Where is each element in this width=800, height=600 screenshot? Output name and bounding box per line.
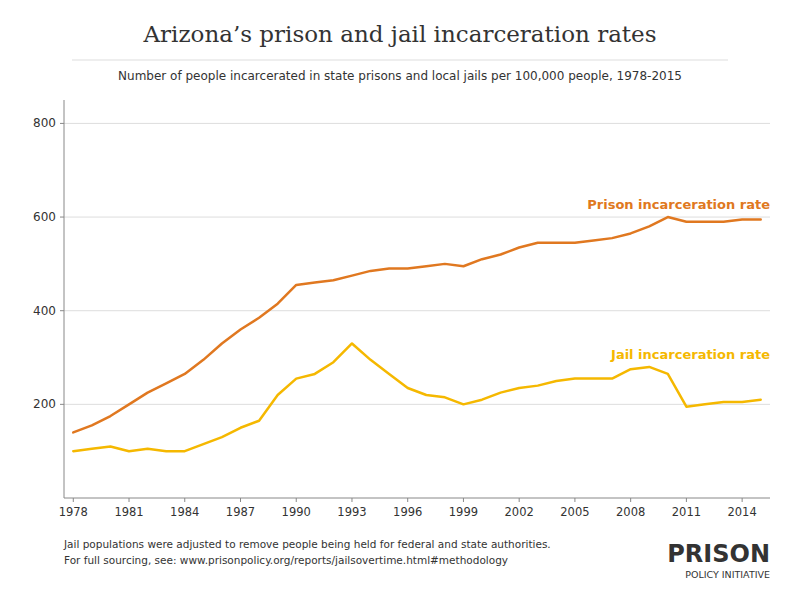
y-tick — [60, 217, 64, 218]
x-tick-label: 1999 — [449, 505, 478, 519]
y-tick-label: 600 — [33, 210, 56, 224]
series-line — [73, 217, 760, 432]
x-tick — [407, 498, 408, 502]
grid-line — [64, 217, 770, 218]
y-tick — [60, 310, 64, 311]
x-tick — [742, 498, 743, 502]
x-tick — [519, 498, 520, 502]
grid — [64, 123, 770, 404]
series-label: Prison incarceration rate — [587, 197, 770, 212]
x-tick-label: 1993 — [337, 505, 366, 519]
y-tick-label: 400 — [33, 304, 56, 318]
x-tick — [630, 498, 631, 502]
x-tick — [73, 498, 74, 502]
x-tick-label: 1996 — [393, 505, 422, 519]
series-label: Jail incarceration rate — [610, 347, 770, 362]
x-tick — [240, 498, 241, 502]
footnote: Jail populations were adjusted to remove… — [63, 538, 551, 550]
x-tick — [574, 498, 575, 502]
x-tick-label: 1978 — [59, 505, 88, 519]
x-tick — [184, 498, 185, 502]
logo: PRISON — [667, 540, 770, 568]
lines — [73, 217, 760, 451]
x-tick-label: 2011 — [672, 505, 701, 519]
x-tick-label: 1987 — [226, 505, 255, 519]
x-tick — [686, 498, 687, 502]
y-axis — [64, 100, 65, 498]
x-tick-label: 2005 — [560, 505, 589, 519]
subtitle: Number of people incarcerated in state p… — [118, 69, 682, 83]
x-tick-label: 2002 — [505, 505, 534, 519]
x-tick — [296, 498, 297, 502]
x-tick — [351, 498, 352, 502]
x-axis — [64, 498, 770, 499]
title-rule — [72, 60, 728, 61]
x-tick-label: 2014 — [727, 505, 756, 519]
x-tick-label: 1990 — [282, 505, 311, 519]
y-tick — [60, 404, 64, 405]
x-tick-label: 1981 — [114, 505, 143, 519]
footnote: For full sourcing, see: www.prisonpolicy… — [64, 554, 508, 566]
y-tick — [60, 123, 64, 124]
logo-subtitle: POLICY INITIATIVE — [685, 569, 770, 580]
y-tick-label: 200 — [33, 397, 56, 411]
grid-line — [64, 404, 770, 405]
chart: Arizona’s prison and jail incarceration … — [0, 0, 800, 600]
x-tick — [463, 498, 464, 502]
x-tick — [129, 498, 130, 502]
x-tick-label: 1984 — [170, 505, 199, 519]
y-tick-label: 800 — [33, 116, 56, 130]
title: Arizona’s prison and jail incarceration … — [142, 21, 656, 47]
x-tick-label: 2008 — [616, 505, 645, 519]
grid-line — [64, 123, 770, 124]
grid-line — [64, 310, 770, 311]
